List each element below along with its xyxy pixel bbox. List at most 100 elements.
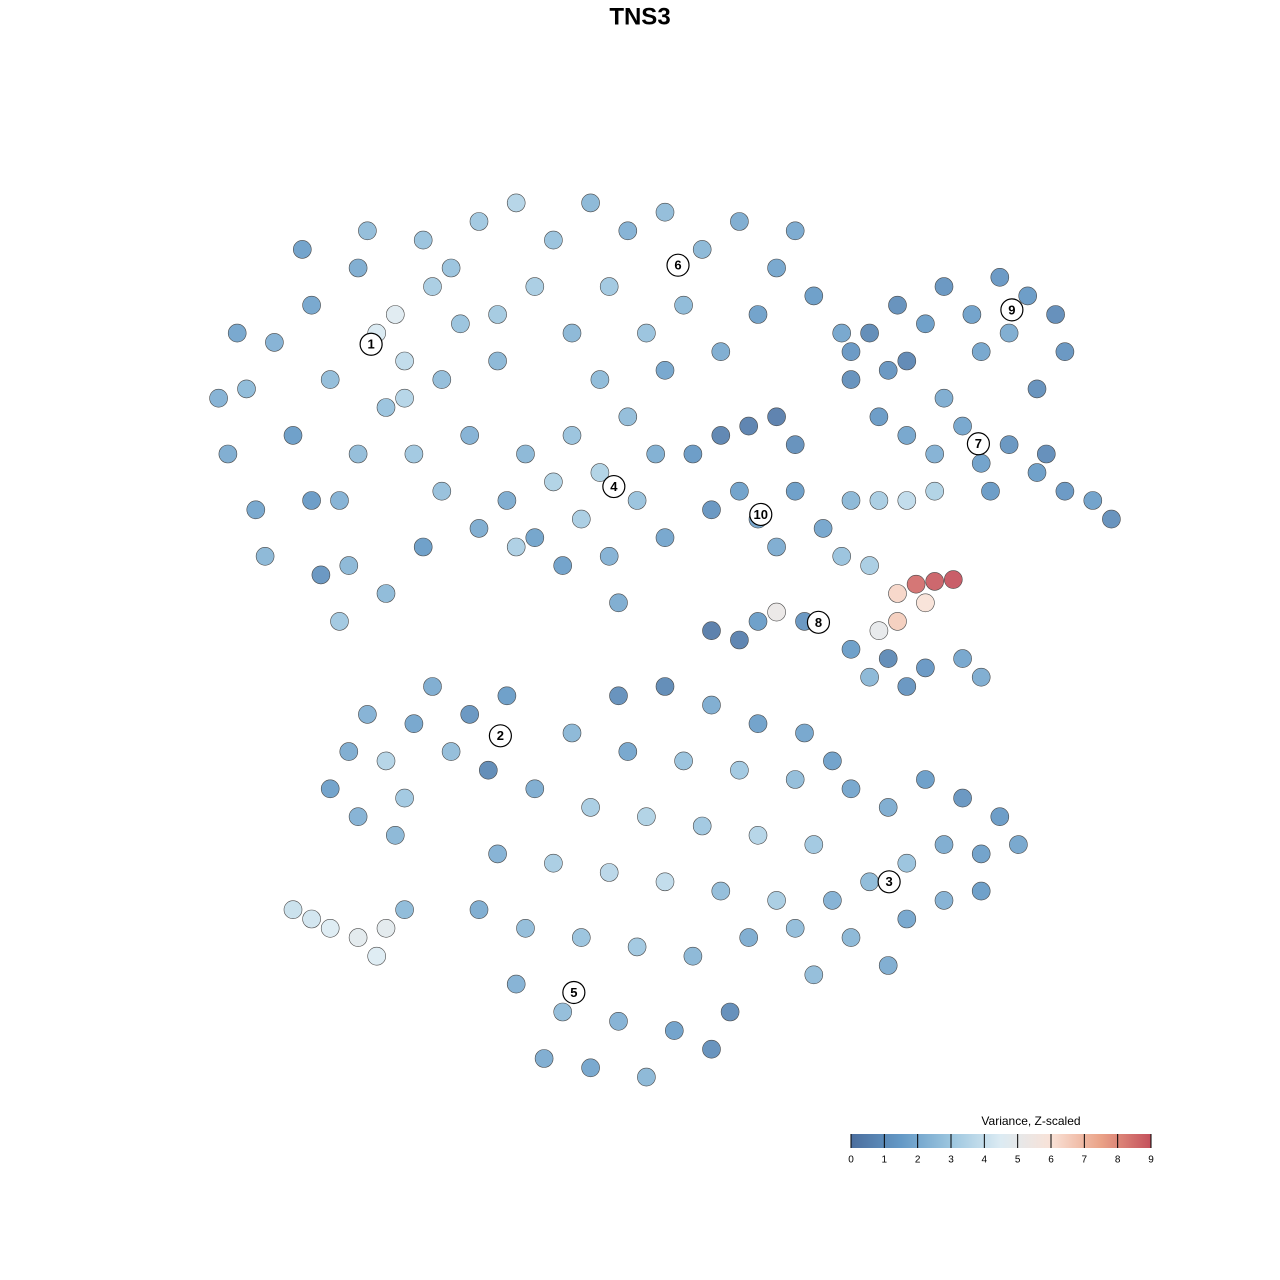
point <box>1083 491 1103 510</box>
point <box>748 612 768 631</box>
point <box>795 723 814 743</box>
point <box>999 323 1019 343</box>
point <box>943 570 963 589</box>
point <box>460 705 480 724</box>
point <box>804 965 824 985</box>
point <box>767 407 786 427</box>
point <box>497 491 517 510</box>
point <box>562 426 582 445</box>
point <box>637 807 656 827</box>
colorbar-title: Variance, Z-scaled <box>981 1114 1080 1128</box>
point <box>971 453 991 473</box>
point <box>599 546 619 566</box>
point <box>1102 509 1121 529</box>
point <box>971 667 991 687</box>
point <box>516 444 535 464</box>
point <box>655 528 675 548</box>
point <box>637 323 656 343</box>
point <box>674 751 693 771</box>
point <box>376 398 396 417</box>
point <box>525 528 545 548</box>
colorbar-tick-label: 4 <box>982 1155 988 1166</box>
point <box>637 1067 656 1087</box>
point <box>581 193 600 213</box>
point <box>785 221 805 241</box>
point <box>720 1002 740 1022</box>
point <box>869 491 889 510</box>
point <box>953 649 972 668</box>
colorbar-tick-label: 6 <box>1048 1155 1054 1166</box>
point <box>655 202 675 222</box>
point <box>609 1011 628 1031</box>
point <box>358 705 377 724</box>
cluster-badge <box>359 332 383 356</box>
point <box>553 556 573 575</box>
point <box>562 323 582 343</box>
point <box>785 435 805 455</box>
point <box>702 695 721 715</box>
point <box>962 305 982 324</box>
points <box>209 193 1121 1087</box>
point <box>571 928 591 947</box>
point <box>1018 286 1037 306</box>
point <box>562 723 582 743</box>
point <box>971 881 991 901</box>
point <box>897 351 917 371</box>
point <box>785 770 805 789</box>
point <box>544 230 563 250</box>
point <box>609 686 628 706</box>
point <box>953 416 972 436</box>
point <box>478 760 498 780</box>
point <box>860 323 879 343</box>
point <box>841 928 861 947</box>
point <box>990 267 1010 287</box>
point <box>534 1049 554 1068</box>
point <box>841 639 861 659</box>
point <box>441 258 461 278</box>
point <box>897 677 917 696</box>
point <box>916 314 935 334</box>
point <box>860 556 879 575</box>
point <box>832 323 852 343</box>
point <box>218 444 238 464</box>
point <box>646 444 666 464</box>
point <box>804 286 824 306</box>
point <box>385 305 405 324</box>
point <box>413 230 433 250</box>
point <box>916 770 935 789</box>
point <box>395 351 414 371</box>
point <box>423 677 442 696</box>
point <box>599 863 619 882</box>
cluster-badge <box>562 980 586 1005</box>
point <box>544 853 563 873</box>
point <box>590 463 610 482</box>
point <box>553 1002 573 1022</box>
point <box>376 918 396 938</box>
cluster-label: 8 <box>815 615 822 630</box>
colorbar-tick-label: 2 <box>915 1155 921 1166</box>
point <box>916 658 935 678</box>
cluster-label: 2 <box>497 728 504 743</box>
point <box>358 221 377 241</box>
cluster-label: 4 <box>610 479 618 494</box>
point <box>683 444 703 464</box>
point <box>348 807 368 827</box>
cluster-badge <box>806 610 831 634</box>
point <box>925 444 945 464</box>
point <box>209 388 228 408</box>
cluster-label: 7 <box>975 436 982 451</box>
colorbar-tick-label: 5 <box>1015 1155 1021 1166</box>
point <box>497 686 517 706</box>
point <box>916 593 935 613</box>
point <box>488 844 507 864</box>
point <box>376 584 396 603</box>
point <box>869 621 889 641</box>
point <box>488 351 507 371</box>
point <box>506 537 526 557</box>
point <box>767 258 786 278</box>
point <box>255 546 275 566</box>
point <box>813 519 833 538</box>
point <box>599 277 619 296</box>
point <box>711 881 731 901</box>
point <box>999 435 1019 455</box>
